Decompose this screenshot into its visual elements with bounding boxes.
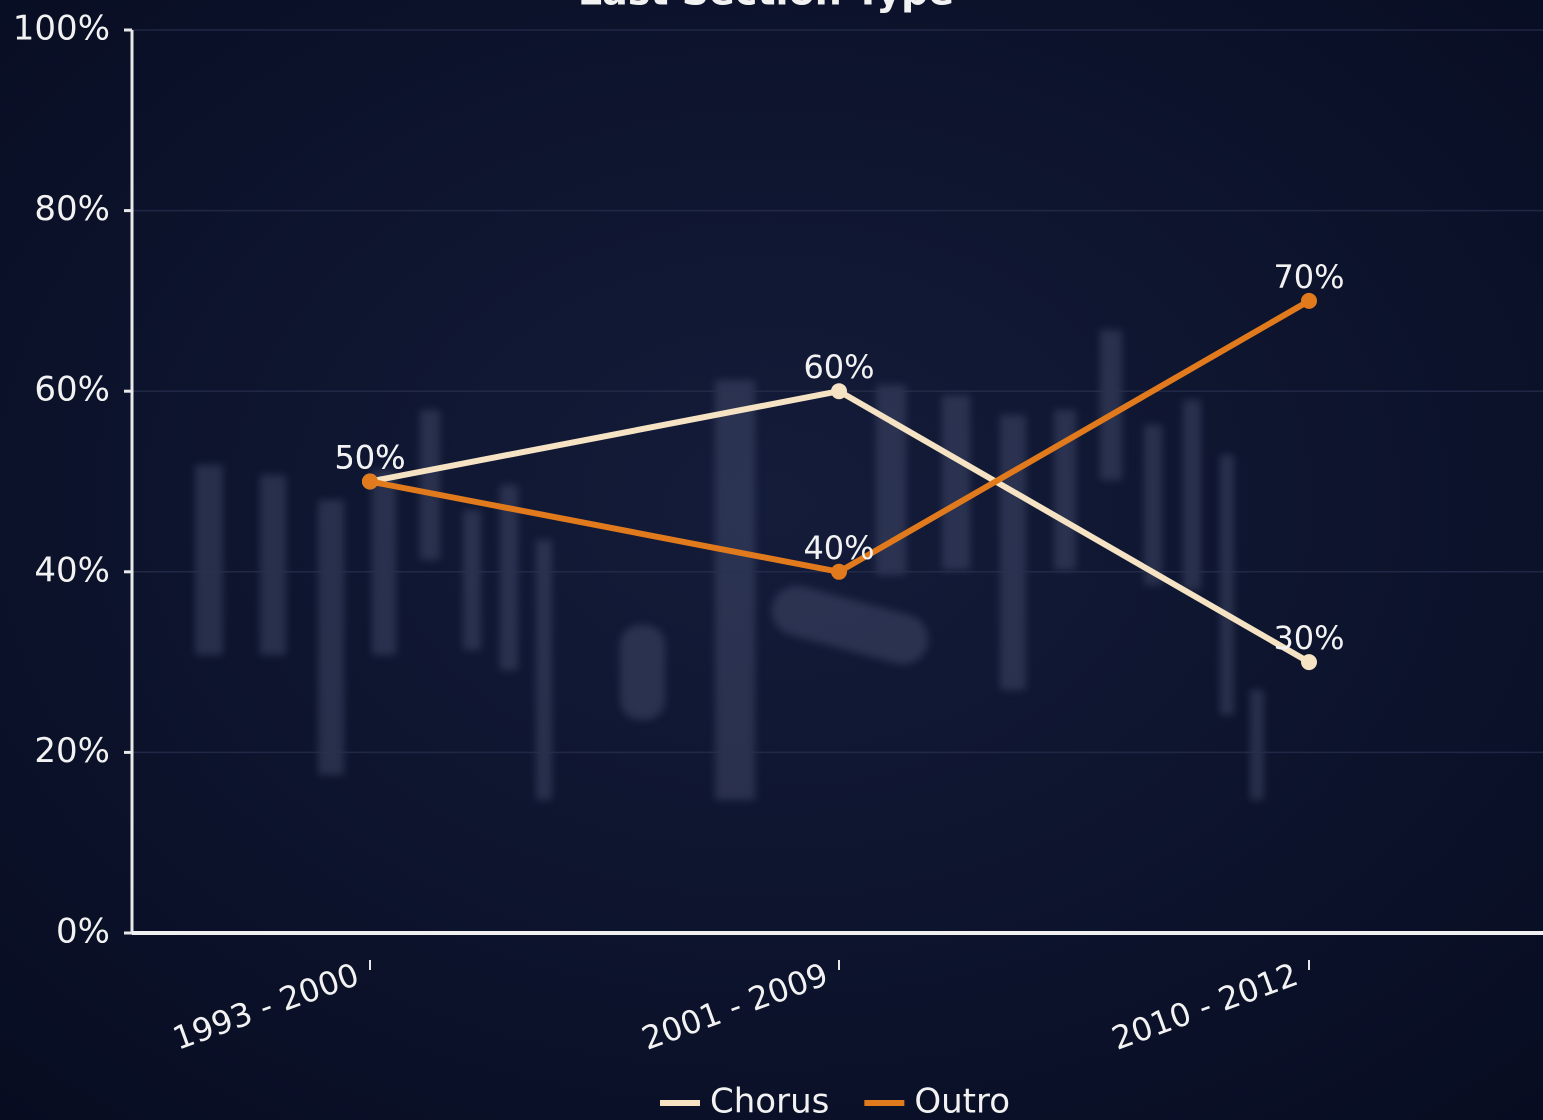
data-label: 30% <box>1273 619 1344 657</box>
legend-label: Chorus <box>710 1082 829 1120</box>
data-label: 40% <box>803 529 874 567</box>
y-tick-label: 0% <box>56 912 110 952</box>
data-label: 70% <box>1273 258 1344 296</box>
legend-label: Outro <box>914 1082 1010 1120</box>
data-label: 50% <box>334 439 405 477</box>
data-point <box>831 383 847 400</box>
y-tick-label: 80% <box>34 189 110 229</box>
data-point <box>831 563 847 580</box>
y-tick-label: 40% <box>34 550 110 590</box>
y-tick-label: 60% <box>34 370 110 410</box>
data-point <box>1301 654 1317 671</box>
background-decoration <box>195 330 1264 800</box>
chart-title: Last Section Type <box>578 0 954 14</box>
y-tick-label: 20% <box>34 731 110 771</box>
data-label: 60% <box>803 348 874 386</box>
y-tick-label: 100% <box>13 9 110 49</box>
data-label: 50% <box>334 439 405 477</box>
data-point <box>362 473 378 490</box>
data-point <box>1301 292 1317 309</box>
